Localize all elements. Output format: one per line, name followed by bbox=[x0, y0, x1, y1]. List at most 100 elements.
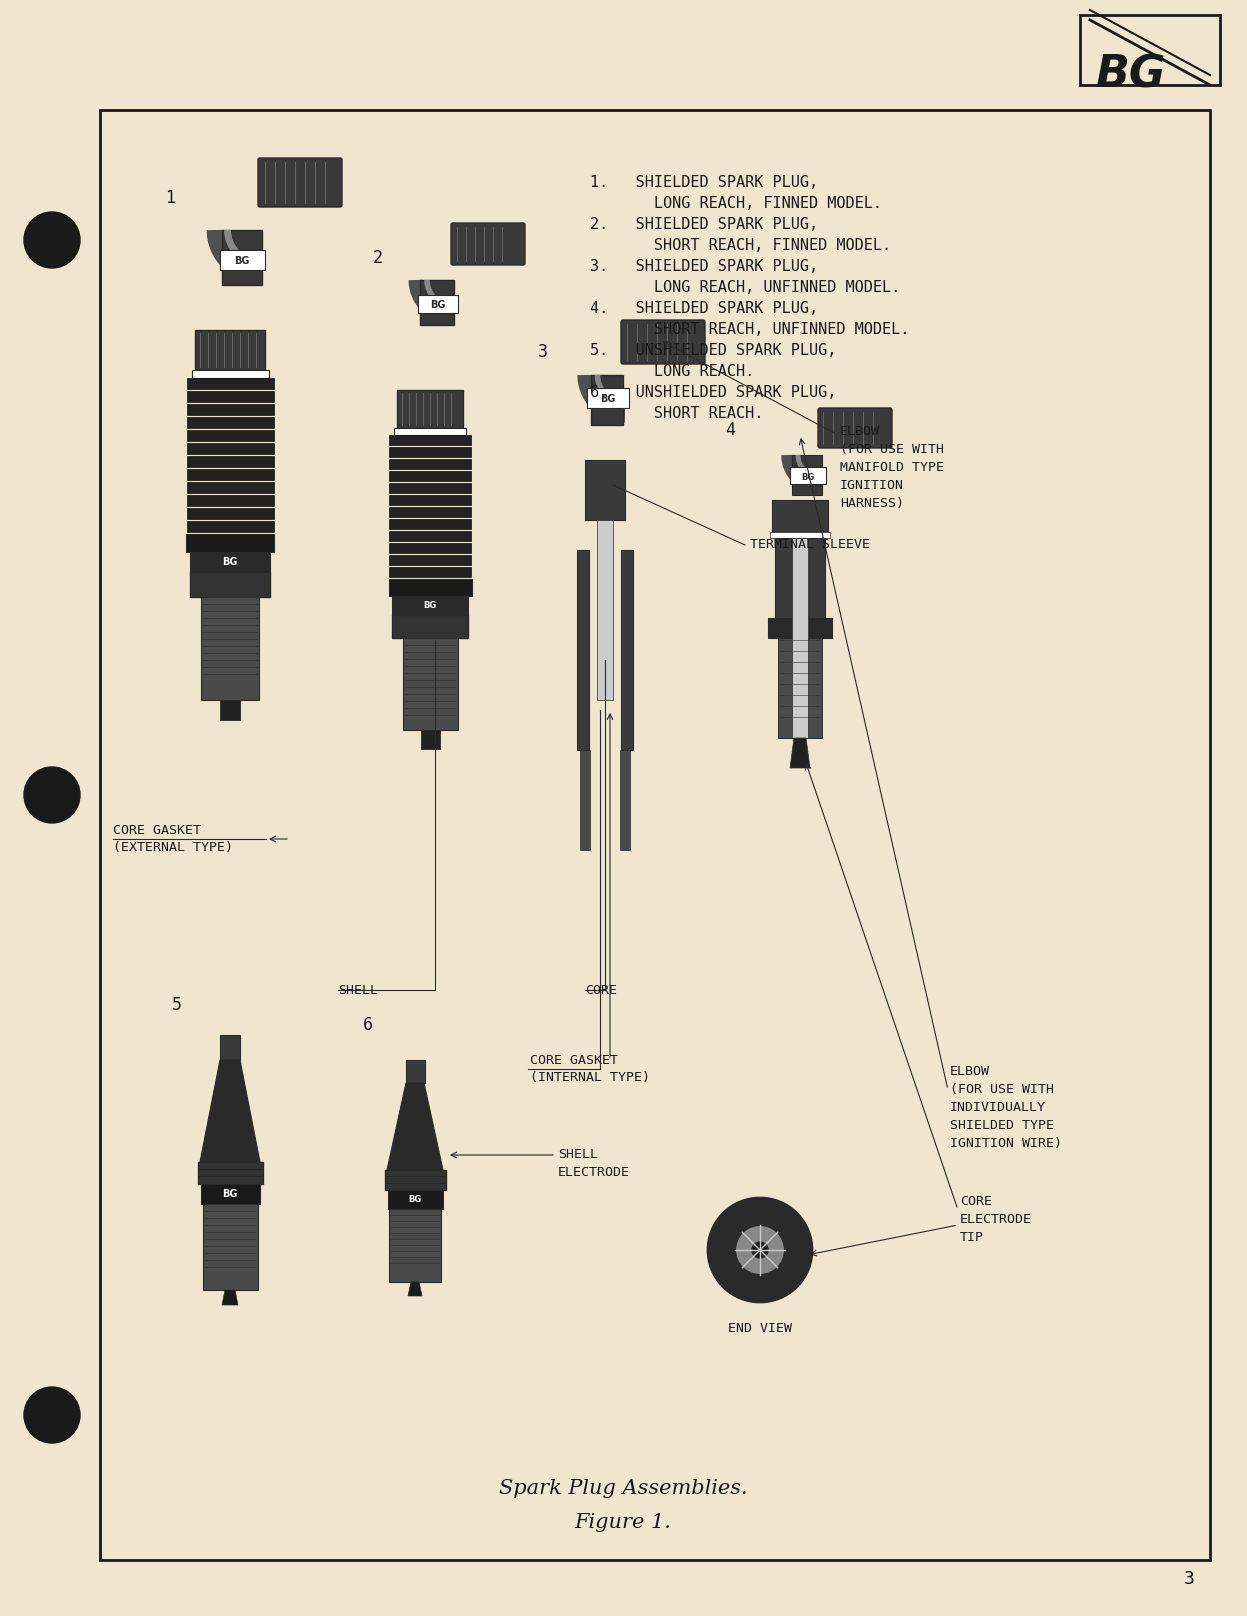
Bar bbox=[187, 378, 274, 389]
Circle shape bbox=[752, 1243, 768, 1257]
Bar bbox=[580, 750, 590, 850]
Bar bbox=[778, 638, 822, 739]
Text: (INTERNAL TYPE): (INTERNAL TYPE) bbox=[530, 1071, 650, 1084]
Bar bbox=[585, 461, 625, 520]
Bar bbox=[792, 538, 808, 739]
Text: SHIELDED TYPE: SHIELDED TYPE bbox=[950, 1118, 1054, 1131]
Bar bbox=[389, 435, 471, 444]
Bar bbox=[769, 532, 831, 538]
Text: ELECTRODE: ELECTRODE bbox=[557, 1167, 630, 1180]
Bar bbox=[195, 330, 266, 370]
Bar bbox=[389, 483, 471, 493]
Text: INDIVIDUALLY: INDIVIDUALLY bbox=[950, 1100, 1046, 1113]
Bar bbox=[187, 430, 274, 441]
Bar bbox=[203, 1204, 258, 1290]
Bar bbox=[792, 456, 822, 494]
Text: BG: BG bbox=[1095, 53, 1165, 97]
Bar bbox=[421, 730, 440, 748]
Bar bbox=[407, 1060, 425, 1083]
Circle shape bbox=[24, 768, 80, 823]
Bar bbox=[385, 1170, 446, 1189]
Bar bbox=[1080, 15, 1220, 86]
Text: CORE GASKET: CORE GASKET bbox=[113, 824, 201, 837]
Text: CORE: CORE bbox=[585, 984, 617, 997]
Bar bbox=[201, 596, 259, 700]
Bar bbox=[389, 470, 471, 482]
Text: 3: 3 bbox=[537, 343, 547, 360]
Bar bbox=[192, 370, 269, 378]
Text: END VIEW: END VIEW bbox=[728, 1322, 792, 1335]
Text: SHELL: SHELL bbox=[557, 1149, 599, 1162]
Bar bbox=[219, 700, 239, 721]
Bar bbox=[187, 520, 274, 532]
Text: 1: 1 bbox=[165, 189, 175, 207]
Bar bbox=[403, 638, 458, 730]
Bar bbox=[620, 750, 630, 850]
FancyBboxPatch shape bbox=[621, 320, 705, 364]
Text: BG: BG bbox=[600, 394, 616, 404]
Bar bbox=[186, 533, 274, 553]
Bar bbox=[392, 616, 468, 638]
Bar bbox=[190, 572, 271, 596]
Text: 6: 6 bbox=[363, 1016, 373, 1034]
Bar bbox=[201, 1185, 261, 1204]
Text: BG: BG bbox=[424, 601, 436, 609]
Bar bbox=[597, 520, 614, 700]
Text: Spark Plug Assemblies.: Spark Plug Assemblies. bbox=[499, 1479, 747, 1498]
Polygon shape bbox=[222, 1290, 238, 1306]
Bar bbox=[389, 532, 471, 541]
Text: SHELL: SHELL bbox=[338, 984, 378, 997]
Bar bbox=[222, 229, 262, 284]
Bar bbox=[768, 617, 832, 638]
Bar bbox=[187, 482, 274, 493]
Bar bbox=[394, 428, 466, 435]
Bar bbox=[219, 250, 266, 270]
Bar bbox=[591, 375, 624, 425]
Text: 2: 2 bbox=[373, 249, 383, 267]
Text: 3: 3 bbox=[1185, 1571, 1195, 1589]
Bar bbox=[389, 459, 471, 469]
Bar bbox=[187, 456, 274, 467]
Bar bbox=[587, 388, 628, 407]
Bar bbox=[577, 549, 589, 750]
Bar bbox=[198, 1162, 263, 1185]
Text: ELECTRODE: ELECTRODE bbox=[960, 1214, 1033, 1227]
Bar bbox=[389, 579, 473, 596]
FancyBboxPatch shape bbox=[258, 158, 342, 207]
Circle shape bbox=[24, 1387, 80, 1443]
Text: 1.   SHIELDED SPARK PLUG,
       LONG REACH, FINNED MODEL.
2.   SHIELDED SPARK P: 1. SHIELDED SPARK PLUG, LONG REACH, FINN… bbox=[590, 175, 909, 422]
Text: TIP: TIP bbox=[960, 1231, 984, 1244]
Bar bbox=[187, 404, 274, 415]
Text: BG: BG bbox=[222, 558, 238, 567]
Bar bbox=[791, 467, 826, 485]
Bar bbox=[392, 596, 468, 616]
Text: IGNITION WIRE): IGNITION WIRE) bbox=[950, 1138, 1062, 1151]
Text: BG: BG bbox=[222, 1189, 238, 1199]
Bar bbox=[389, 543, 471, 553]
Text: Figure 1.: Figure 1. bbox=[575, 1513, 671, 1532]
Polygon shape bbox=[387, 1083, 443, 1170]
Bar bbox=[389, 448, 471, 457]
Bar bbox=[389, 567, 471, 577]
Bar bbox=[219, 1034, 239, 1060]
Text: BG: BG bbox=[408, 1194, 421, 1204]
Text: HARNESS): HARNESS) bbox=[840, 498, 904, 511]
Bar bbox=[389, 554, 471, 566]
Bar bbox=[388, 1189, 443, 1209]
Polygon shape bbox=[791, 739, 811, 768]
Bar bbox=[187, 494, 274, 506]
Bar bbox=[100, 110, 1210, 1559]
Bar bbox=[772, 499, 828, 532]
Text: BG: BG bbox=[802, 472, 814, 482]
Bar bbox=[187, 417, 274, 428]
Text: (FOR USE WITH: (FOR USE WITH bbox=[950, 1083, 1054, 1096]
Bar bbox=[418, 296, 458, 314]
Bar bbox=[187, 443, 274, 454]
Text: BG: BG bbox=[234, 255, 249, 267]
Text: 5: 5 bbox=[172, 995, 182, 1013]
FancyBboxPatch shape bbox=[451, 223, 525, 265]
Text: ELBOW: ELBOW bbox=[950, 1065, 990, 1078]
Text: BG: BG bbox=[430, 301, 445, 310]
Circle shape bbox=[708, 1197, 812, 1302]
Polygon shape bbox=[200, 1060, 261, 1162]
